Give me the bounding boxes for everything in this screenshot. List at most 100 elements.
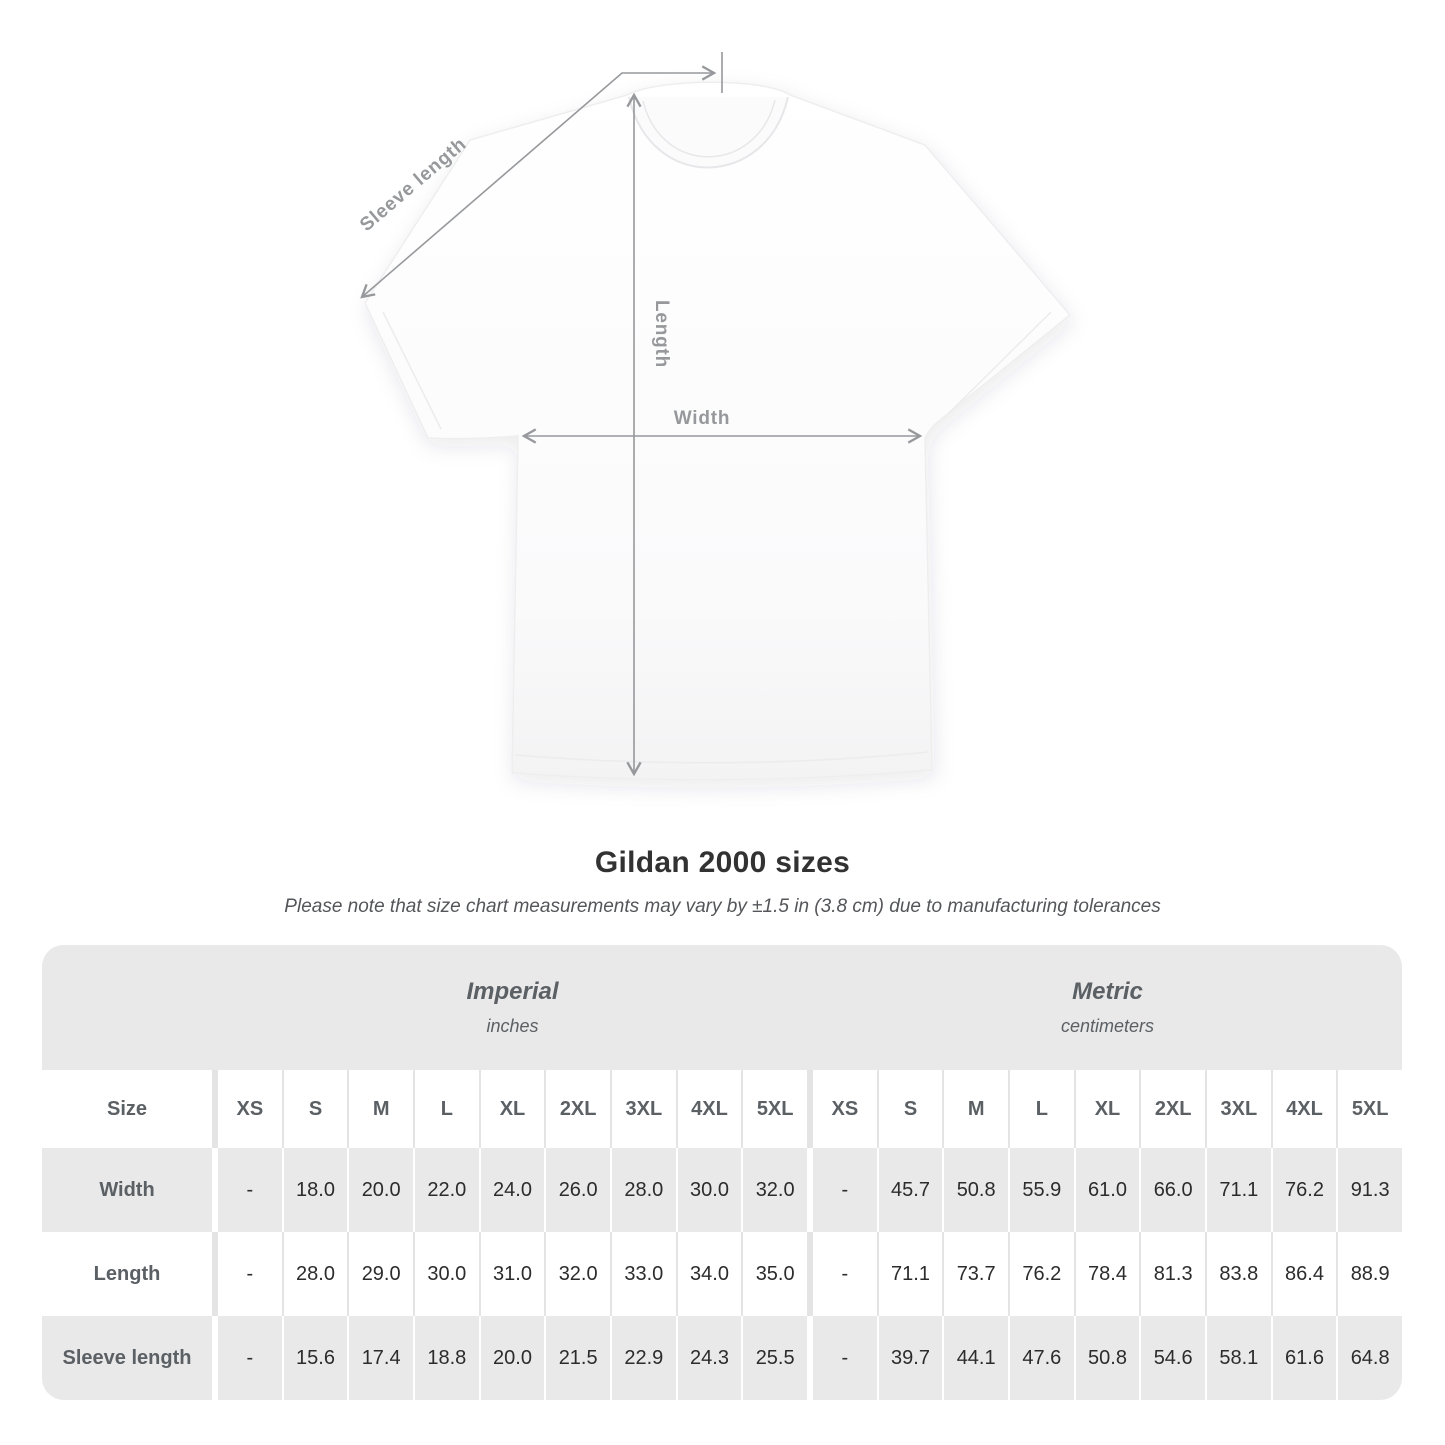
bottom-hem-seam [514, 751, 930, 764]
value-cell: 50.8 [944, 1148, 1008, 1232]
imperial-label: Imperial [466, 978, 559, 1005]
imperial-unit: inches [486, 1016, 539, 1036]
value-cell: 25.5 [743, 1316, 807, 1400]
tshirt-shape [364, 81, 1072, 781]
size-col-header: L [415, 1070, 479, 1148]
size-col-header: 3XL [612, 1070, 676, 1148]
value-cell: 86.4 [1272, 1232, 1337, 1316]
value-cell: 83.8 [1207, 1232, 1271, 1316]
sleeve-length-line [360, 65, 717, 299]
value-cell: 34.0 [677, 1232, 742, 1316]
column-spacer [214, 1148, 216, 1232]
size-col-header: 2XL [1141, 1070, 1205, 1148]
row-label: Length [42, 1232, 212, 1316]
value-cell: 32.0 [546, 1232, 610, 1316]
row-label: Sleeve length [42, 1316, 212, 1400]
page-title: Gildan 2000 sizes [594, 846, 851, 879]
size-col-header: XS [813, 1070, 877, 1148]
size-col-header: M [944, 1070, 1008, 1148]
size-col-header: 5XL [1338, 1070, 1402, 1148]
value-cell: 28.0 [283, 1232, 348, 1316]
value-cell: 18.8 [415, 1316, 479, 1400]
right-cuff-seam [948, 311, 1052, 414]
value-cell: 50.8 [1075, 1316, 1140, 1400]
value-cell: 44.1 [944, 1316, 1008, 1400]
value-cell: - [218, 1148, 282, 1232]
value-cell: 91.3 [1338, 1148, 1402, 1232]
value-cell: 47.6 [1010, 1316, 1074, 1400]
value-cell: 20.0 [349, 1148, 413, 1232]
value-cell: 61.6 [1272, 1316, 1337, 1400]
value-cell: 22.0 [415, 1148, 479, 1232]
column-spacer [214, 1316, 216, 1400]
size-column-header: Size [42, 1070, 212, 1148]
size-col-header: XL [1075, 1070, 1140, 1148]
section-spacer [809, 1070, 811, 1148]
tshirt-illustration: Sleeve length Length Width [356, 52, 1072, 781]
row-label: Width [42, 1148, 212, 1232]
section-spacer [809, 1232, 811, 1316]
size-col-header: L [1010, 1070, 1074, 1148]
size-col-header: XL [480, 1070, 545, 1148]
value-cell: 35.0 [743, 1232, 807, 1316]
size-col-header: 4XL [677, 1070, 742, 1148]
value-cell: 31.0 [480, 1232, 545, 1316]
value-cell: 66.0 [1141, 1148, 1205, 1232]
value-cell: 61.0 [1075, 1148, 1140, 1232]
value-cell: 17.4 [349, 1316, 413, 1400]
value-cell: 21.5 [546, 1316, 610, 1400]
value-cell: 26.0 [546, 1148, 610, 1232]
section-spacer [809, 1148, 811, 1232]
value-cell: 76.2 [1010, 1232, 1074, 1316]
value-cell: 78.4 [1075, 1232, 1140, 1316]
length-label: Length [651, 300, 672, 368]
metric-label: Metric [1072, 978, 1143, 1005]
width-label: Width [674, 408, 731, 429]
imperial-section-header: Imperial inches [218, 945, 807, 1070]
column-spacer [214, 1070, 216, 1148]
tolerance-note: Please note that size chart measurements… [284, 896, 1161, 917]
size-col-header: S [283, 1070, 348, 1148]
unit-header-row: Imperial inches Metric centimeters [42, 945, 1402, 1070]
value-cell: 22.9 [612, 1316, 676, 1400]
value-cell: 55.9 [1010, 1148, 1074, 1232]
value-cell: 28.0 [612, 1148, 676, 1232]
value-cell: - [218, 1232, 282, 1316]
value-cell: 32.0 [743, 1148, 807, 1232]
measurement-annotations [360, 52, 923, 777]
size-col-header: 3XL [1207, 1070, 1271, 1148]
size-chart-table: Imperial inches Metric centimeters Size X… [42, 945, 1402, 1400]
size-col-header: 2XL [546, 1070, 610, 1148]
metric-section-header: Metric centimeters [813, 945, 1402, 1070]
value-cell: 29.0 [349, 1232, 413, 1316]
value-cell: 24.0 [480, 1148, 545, 1232]
value-cell: 73.7 [944, 1232, 1008, 1316]
value-cell: 64.8 [1338, 1316, 1402, 1400]
table-row-2: Sleeve length -15.6 17.4 18.8 20.0 21.5 22.9 24… [42, 1316, 1402, 1400]
value-cell: 20.0 [480, 1316, 545, 1400]
table-row-1: Length -28.0 29.0 30.0 31.0 32.0 33.0 34.0 35.0-… [42, 1232, 1402, 1316]
value-cell: 30.0 [677, 1148, 742, 1232]
size-col-header: M [349, 1070, 413, 1148]
value-cell: - [813, 1148, 877, 1232]
value-cell: 81.3 [1141, 1232, 1205, 1316]
size-col-header: S [878, 1070, 943, 1148]
size-header-row: Size XS S M L XL 2XL 3XL 4XL 5XL XS S M L XL 2XL 3XL 4XL 5… [42, 1070, 1402, 1148]
table-row-0: Width -18.0 20.0 22.0 24.0 26.0 28.0 30.0 32.0-4… [42, 1148, 1402, 1232]
size-col-header: 5XL [743, 1070, 807, 1148]
value-cell: 71.1 [1207, 1148, 1271, 1232]
left-cuff-seam [382, 311, 442, 430]
value-cell: 88.9 [1338, 1232, 1402, 1316]
metric-unit: centimeters [1060, 1016, 1155, 1036]
value-cell: 71.1 [878, 1232, 943, 1316]
value-cell: 76.2 [1272, 1148, 1337, 1232]
section-spacer [809, 1316, 811, 1400]
value-cell: 58.1 [1207, 1316, 1271, 1400]
value-cell: 30.0 [415, 1232, 479, 1316]
value-cell: 15.6 [283, 1316, 348, 1400]
value-cell: 24.3 [677, 1316, 742, 1400]
value-cell: 39.7 [878, 1316, 943, 1400]
value-cell: 54.6 [1141, 1316, 1205, 1400]
column-spacer [214, 1232, 216, 1316]
